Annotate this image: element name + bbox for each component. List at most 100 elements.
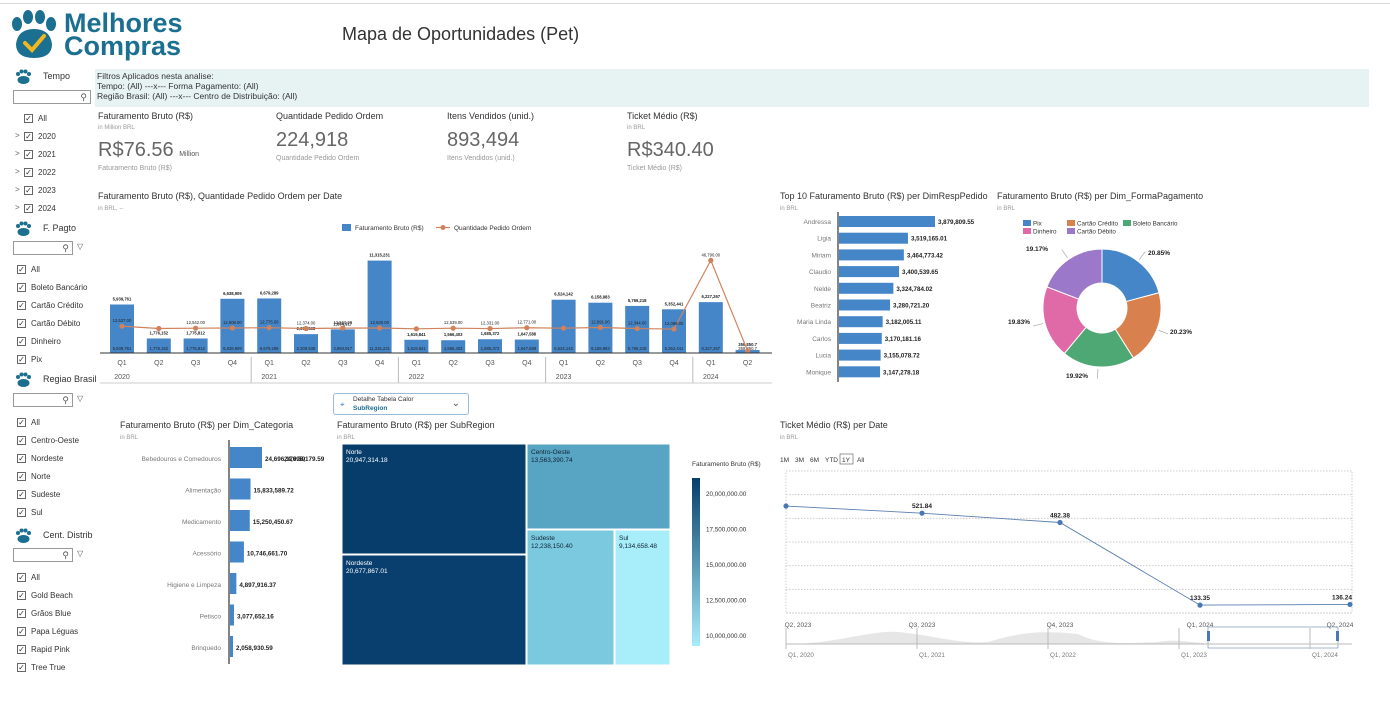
checkbox[interactable]: ✓ xyxy=(24,132,33,141)
chevron-right-icon[interactable]: > xyxy=(15,131,20,140)
range-button: YTD xyxy=(825,457,838,464)
line-value-label: 12,344.00 xyxy=(628,321,647,326)
paw-icon xyxy=(16,372,31,387)
categoria-chart-title: Faturamento Bruto (R$) per Dim_Categoria xyxy=(120,420,294,430)
bar-value-label: 11,315,231 xyxy=(369,253,390,258)
bar-value-label-inner: 5,766,218 xyxy=(628,346,647,351)
x-tick-label: Q2 xyxy=(449,360,458,367)
bar xyxy=(294,334,318,353)
x-tick-label: Q1 xyxy=(559,360,568,367)
x-tick-label: Q2 xyxy=(154,360,163,367)
checkbox[interactable]: ✓ xyxy=(24,186,33,195)
kpi-faturamento: Faturamento Bruto (R$) in Million BRL R$… xyxy=(98,111,268,172)
y-tick-label: Nelde xyxy=(814,286,831,293)
bar xyxy=(404,339,429,353)
y-tick-label: Lucia xyxy=(815,353,831,360)
bar-value-label-inner: 6,158,983 xyxy=(591,346,610,351)
treemap-cell xyxy=(341,554,527,666)
line-point xyxy=(340,325,346,331)
pie-slice xyxy=(1046,248,1103,300)
checkbox[interactable]: ✓ xyxy=(24,168,33,177)
bar-value-label: 3,280,721.20 xyxy=(893,303,930,310)
x-tick-label: Q3 xyxy=(338,360,347,367)
x-tick-label: Q1 xyxy=(706,360,715,367)
bar xyxy=(367,260,392,353)
combo-chart-title: Faturamento Bruto (R$), Quantidade Pedid… xyxy=(98,191,343,201)
cent-search-input[interactable]: ⚲ xyxy=(13,548,73,562)
legend-tick-label: 20,000,000.00 xyxy=(706,491,747,498)
navigator-area xyxy=(786,631,1352,644)
bar-value-label-inner: 2,894,917 xyxy=(333,346,352,351)
bar xyxy=(698,302,723,353)
line-value-label: 46,790.00 xyxy=(701,252,720,257)
checkbox[interactable]: ✓ xyxy=(17,663,26,672)
checkbox[interactable]: ✓ xyxy=(17,265,26,274)
y-tick-label: Ligia xyxy=(817,236,831,243)
y-tick-label: Carlos xyxy=(812,336,832,343)
y-tick-label: Alimentação xyxy=(185,488,221,495)
heatmap-chart-title: Faturamento Bruto (R$) per SubRegion xyxy=(337,420,495,430)
filters-line-2: Tempo: (All) ---x--- Forma Pagamento: (A… xyxy=(97,81,259,91)
bar-value-label: 10,746,661.70 xyxy=(247,551,288,558)
checkbox[interactable]: ✓ xyxy=(17,418,26,427)
chevron-right-icon[interactable]: > xyxy=(15,167,20,176)
line-point xyxy=(156,325,162,332)
dropdown-label: Detalhe Tabela Calor xyxy=(353,396,414,403)
range-button: All xyxy=(857,457,865,464)
kpi-suffix: Million xyxy=(179,151,200,158)
kpi-title: Itens Vendidos (unid.) xyxy=(447,111,535,121)
checkbox[interactable]: ✓ xyxy=(24,114,33,123)
top10-chart-subtitle: in BRL xyxy=(780,206,799,212)
detalhe-dropdown[interactable]: ⌖ Detalhe Tabela Calor SubRegion ⌄ xyxy=(333,393,469,415)
combo-chart: Faturamento Bruto (R$) Quantidade Pedido … xyxy=(100,224,772,384)
x-tick-label: Q4 xyxy=(669,360,678,367)
checkbox[interactable]: ✓ xyxy=(17,283,26,292)
checkbox[interactable]: ✓ xyxy=(24,150,33,159)
bar-value-label: 15,833,589.72 xyxy=(254,488,295,495)
checkbox[interactable]: ✓ xyxy=(17,508,26,517)
slice-label: 19.17% xyxy=(1026,246,1048,253)
x-tick-label: Q1 xyxy=(117,360,126,367)
funnel-filter-icon[interactable]: ▽ xyxy=(77,242,84,251)
checkbox[interactable]: ✓ xyxy=(24,204,33,213)
checkbox[interactable]: ✓ xyxy=(17,337,26,346)
legend-scale xyxy=(692,478,700,646)
treemap-cell xyxy=(341,443,527,555)
funnel-filter-icon[interactable]: ▽ xyxy=(77,394,84,403)
checkbox[interactable]: ✓ xyxy=(17,472,26,481)
bar xyxy=(441,340,466,353)
brand-line-2: Compras xyxy=(64,31,182,61)
regiao-search-input[interactable]: ⚲ xyxy=(13,393,73,407)
pagto-search-input[interactable]: ⚲ xyxy=(13,241,73,255)
filter-option-label: All xyxy=(38,114,47,123)
ticket-chart-title: Ticket Médio (R$) per Date xyxy=(780,420,888,430)
checkbox[interactable]: ✓ xyxy=(17,319,26,328)
bar-value-label-inner: 5,352,441 xyxy=(665,346,684,351)
checkbox[interactable]: ✓ xyxy=(17,573,26,582)
checkbox[interactable]: ✓ xyxy=(17,490,26,499)
paw-logo-icon xyxy=(12,10,56,58)
checkbox[interactable]: ✓ xyxy=(17,627,26,636)
chevron-right-icon[interactable]: > xyxy=(15,149,20,158)
checkbox[interactable]: ✓ xyxy=(17,301,26,310)
funnel-filter-icon[interactable]: ▽ xyxy=(77,549,84,558)
bar xyxy=(146,338,171,353)
paw-icon xyxy=(16,69,31,84)
chevron-right-icon[interactable]: > xyxy=(15,185,20,194)
chevron-right-icon[interactable]: > xyxy=(15,203,20,212)
treemap-cell-value: 9,134,658.48 xyxy=(619,543,657,550)
checkbox[interactable]: ✓ xyxy=(17,591,26,600)
treemap-cell xyxy=(614,529,671,666)
checkbox[interactable]: ✓ xyxy=(17,436,26,445)
legend-swatch xyxy=(1023,228,1031,234)
bar xyxy=(230,447,262,468)
checkbox[interactable]: ✓ xyxy=(17,609,26,618)
tempo-search-input[interactable]: ⚲ xyxy=(13,90,91,104)
bar-value-label-inner: 1,776,152 xyxy=(149,346,168,351)
paw-icon xyxy=(16,221,31,236)
checkbox[interactable]: ✓ xyxy=(17,454,26,463)
checkbox[interactable]: ✓ xyxy=(17,355,26,364)
bar-value-label-inner: 6,524,142 xyxy=(554,346,573,351)
checkbox[interactable]: ✓ xyxy=(17,645,26,654)
